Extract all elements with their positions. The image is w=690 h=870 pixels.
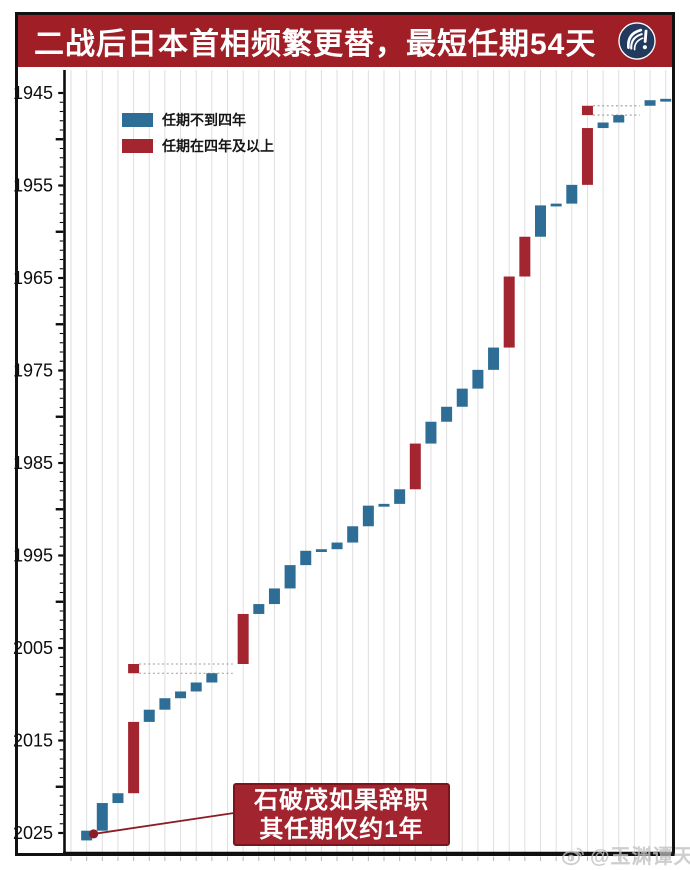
- dotted-term-links: [139, 105, 640, 674]
- term-bar: [488, 347, 500, 370]
- term-bar: [550, 203, 562, 207]
- year-tick-label: 2015: [13, 731, 53, 751]
- year-tick-label: 2025: [13, 823, 53, 843]
- term-bar: [253, 604, 265, 614]
- year-tick-label: 1965: [13, 268, 53, 288]
- legend-swatch-long: [122, 138, 153, 153]
- term-bar: [566, 184, 578, 204]
- legend-swatch-short: [122, 112, 153, 127]
- term-bar: [268, 588, 280, 605]
- title-bar: 二战后日本首相频繁更替，最短任期54天: [18, 15, 672, 67]
- term-bar: [96, 803, 108, 831]
- term-bar: [128, 664, 140, 674]
- term-bar: [597, 122, 609, 129]
- term-bar: [159, 698, 171, 710]
- term-bar: [441, 406, 453, 422]
- term-bar: [660, 98, 672, 102]
- term-bar: [425, 421, 437, 444]
- term-bar: [347, 526, 359, 543]
- term-bar: [581, 128, 593, 185]
- year-tick-label: 1975: [13, 361, 53, 381]
- term-bar: [378, 503, 390, 507]
- term-bar: [300, 550, 312, 566]
- callout-line2: 其任期仅约1年: [259, 815, 424, 843]
- year-tick-label: 1995: [13, 546, 53, 566]
- callout-leader: [89, 812, 235, 839]
- term-bar: [284, 565, 296, 589]
- term-bars: [81, 98, 672, 841]
- y-axis: [55, 70, 672, 855]
- term-bar: [362, 505, 374, 527]
- gridlines: [70, 70, 667, 861]
- term-bar: [644, 100, 656, 106]
- term-bar: [456, 388, 468, 407]
- legend-label-short: 任期不到四年: [162, 111, 246, 128]
- term-bar: [128, 721, 140, 794]
- term-bar: [237, 613, 249, 665]
- term-bar: [581, 105, 593, 116]
- term-bar: [519, 236, 531, 277]
- term-bar: [206, 673, 218, 683]
- term-bar: [81, 830, 93, 841]
- term-bar: [394, 489, 406, 504]
- legend-label-long: 任期在四年及以上: [162, 137, 274, 154]
- term-bar: [472, 369, 484, 389]
- watermark-text: @玉渊谭天: [590, 846, 690, 868]
- weibo-eye-icon: [562, 847, 584, 865]
- term-bar: [503, 276, 515, 348]
- yuyuantantian-logo-icon: [618, 22, 656, 60]
- year-tick-label: 1955: [13, 176, 53, 196]
- year-tick-label: 2005: [13, 638, 53, 658]
- term-bar: [175, 691, 187, 699]
- term-bar: [112, 793, 124, 804]
- y-axis-labels: 1945 1955 1965 1975 1985 1995 2005 2015 2025: [13, 83, 53, 843]
- page-title: 二战后日本首相频繁更替，最短任期54天: [34, 28, 597, 61]
- term-bar: [613, 115, 625, 123]
- year-tick-label: 1985: [13, 453, 53, 473]
- term-bar: [190, 682, 202, 692]
- term-bar: [315, 549, 327, 553]
- callout-dot: [89, 829, 99, 839]
- term-bar: [331, 542, 343, 550]
- legend-item-long-term: 任期在四年及以上: [122, 137, 274, 154]
- term-bar: [409, 443, 421, 490]
- callout-line1: 石破茂如果辞职: [254, 786, 429, 814]
- legend-item-short-term: 任期不到四年: [122, 111, 274, 128]
- legend: 任期不到四年 任期在四年及以上: [122, 112, 274, 164]
- term-bar: [143, 709, 155, 722]
- watermark: @玉渊谭天: [560, 840, 690, 869]
- term-bar: [535, 205, 546, 237]
- year-tick-label: 1945: [13, 83, 53, 103]
- callout-box: 石破茂如果辞职 其任期仅约1年: [233, 783, 450, 846]
